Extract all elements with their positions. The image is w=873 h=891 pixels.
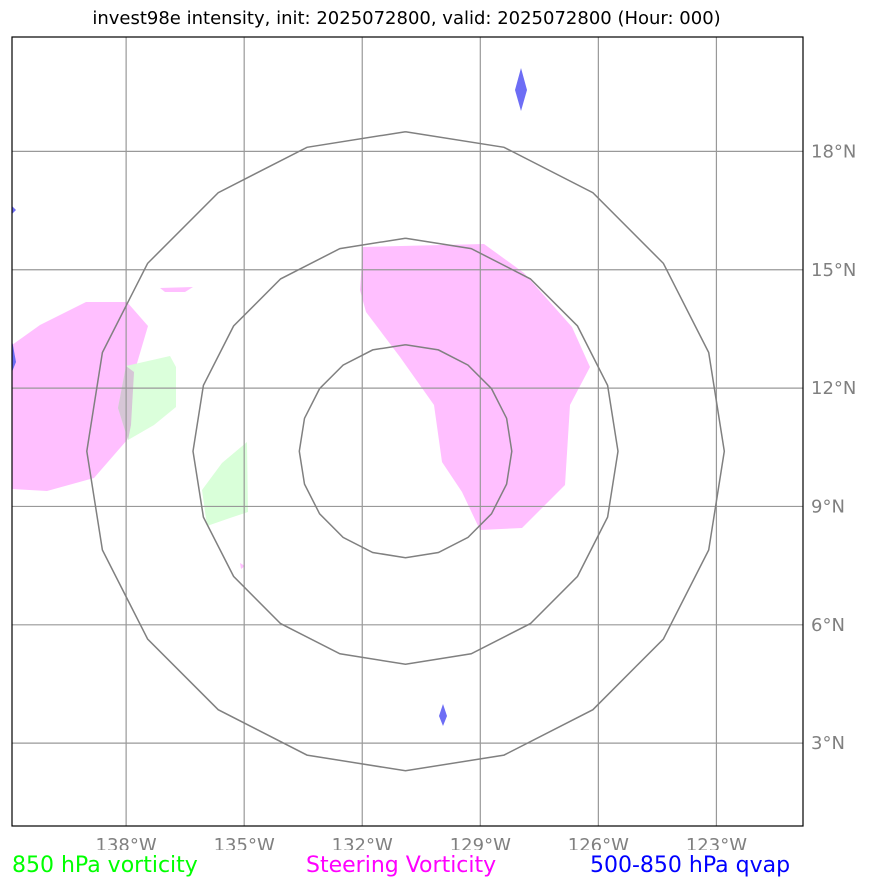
qvap-patch-north bbox=[515, 68, 527, 111]
lon-tick-label: 135°W bbox=[214, 835, 275, 850]
legend-qvap: 500-850 hPa qvap bbox=[590, 853, 791, 878]
qvap-patch-west-top bbox=[12, 206, 16, 214]
lon-tick-label: 129°W bbox=[450, 835, 511, 850]
steering-vorticity-area-west bbox=[12, 302, 148, 491]
map-title: invest98e intensity, init: 2025072800, v… bbox=[92, 8, 721, 29]
map-frame bbox=[11, 36, 804, 827]
qvap-patch-west-edge bbox=[12, 340, 16, 372]
distance-ring bbox=[298, 343, 513, 559]
lat-tick-label: 15°N bbox=[811, 260, 856, 281]
steering-vorticity-area-east bbox=[360, 244, 590, 530]
lat-tick-label: 12°N bbox=[811, 378, 856, 399]
lon-tick-label: 123°W bbox=[686, 835, 747, 850]
lat-tick-label: 6°N bbox=[811, 615, 845, 636]
legend-850-vorticity: 850 hPa vorticity bbox=[12, 853, 198, 878]
distance-ring bbox=[192, 237, 619, 666]
distance-ring bbox=[86, 130, 726, 772]
lat-tick-label: 18°N bbox=[811, 141, 856, 162]
lat-tick-label: 9°N bbox=[811, 496, 845, 517]
legend-steering-vorticity: Steering Vorticity bbox=[306, 853, 497, 878]
lat-tick-label: 3°N bbox=[811, 733, 845, 754]
map-panel: 138°W 135°W 132°W 129°W 126°W 123°W 3°N 6°N 9°N 1… bbox=[11, 36, 856, 850]
steering-vorticity-dot bbox=[240, 563, 245, 569]
vorticity-850-area-south bbox=[202, 442, 248, 526]
steering-vorticity-patch-small bbox=[160, 287, 193, 292]
qvap-patch-south bbox=[439, 704, 447, 726]
lon-tick-label: 126°W bbox=[568, 835, 629, 850]
lon-tick-label: 132°W bbox=[332, 835, 393, 850]
lon-tick-label: 138°W bbox=[96, 835, 157, 850]
